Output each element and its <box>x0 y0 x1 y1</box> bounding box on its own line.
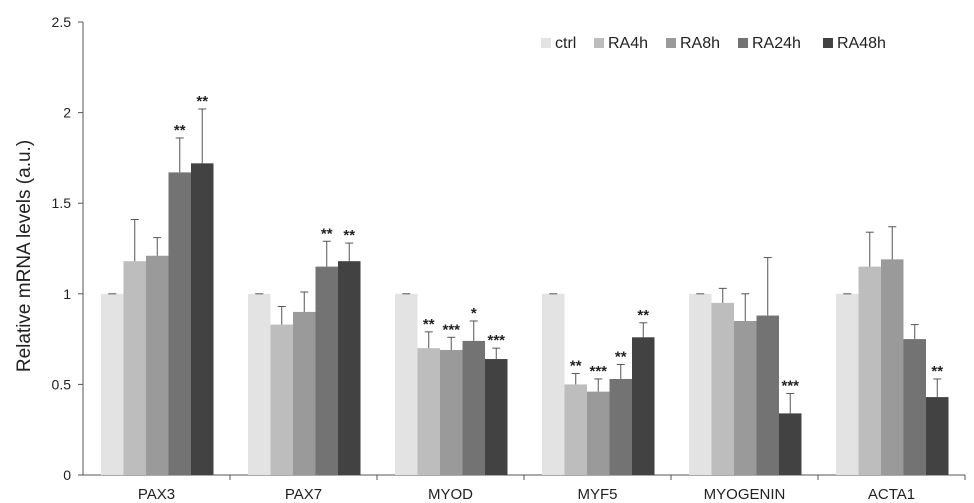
y-tick-label: 0 <box>63 467 71 483</box>
bar <box>836 293 859 475</box>
bar <box>756 315 779 475</box>
bar <box>734 320 757 475</box>
bar <box>542 293 565 475</box>
bar <box>338 261 361 475</box>
significance-label: *** <box>589 363 607 380</box>
y-tick-label: 1 <box>63 286 71 302</box>
bar <box>146 255 169 475</box>
legend-swatch <box>666 38 676 48</box>
y-tick-label: 1.5 <box>52 195 72 211</box>
bar <box>395 293 418 475</box>
bar <box>926 397 949 475</box>
bar <box>123 261 146 475</box>
significance-label: ** <box>174 122 186 139</box>
bar <box>711 302 734 475</box>
legend-swatch <box>541 38 551 48</box>
bar <box>858 266 881 475</box>
legend-label: RA48h <box>837 35 886 52</box>
bar <box>881 259 904 475</box>
bar <box>293 311 316 475</box>
legend-label: ctrl <box>555 35 576 52</box>
significance-label: * <box>471 305 477 322</box>
bar <box>270 324 293 475</box>
bar <box>689 293 712 475</box>
y-tick-label: 0.5 <box>52 376 72 392</box>
significance-label: ** <box>423 316 435 333</box>
category-label: PAX3 <box>138 486 175 503</box>
legend: ctrl RA4h RA8h RA24h RA48h <box>541 35 886 52</box>
category-label: MYOGENIN <box>704 486 786 503</box>
significance-label: ** <box>343 227 355 244</box>
y-tick-label: 2 <box>63 105 71 121</box>
bar <box>191 163 214 475</box>
bar <box>462 340 485 475</box>
legend-label: RA24h <box>752 35 801 52</box>
legend-swatch <box>594 38 604 48</box>
category-label: ACTA1 <box>868 486 915 503</box>
bar <box>248 293 271 475</box>
bar <box>632 337 655 475</box>
bar <box>101 293 124 475</box>
y-tick-label: 2.5 <box>52 14 72 30</box>
bar <box>903 339 926 475</box>
category-label: MYOD <box>428 486 473 503</box>
legend-label: RA8h <box>680 35 720 52</box>
bar <box>587 391 610 475</box>
significance-label: ** <box>615 348 627 365</box>
bar <box>440 349 463 475</box>
y-ticks: 0 0.5 1 1.5 2 2.5 <box>52 14 83 483</box>
category-labels: PAX3 PAX7 MYOD MYF5 MYOGENIN ACTA1 <box>138 486 915 503</box>
significance-label: ** <box>570 358 582 375</box>
bar <box>417 348 440 475</box>
significance-label: ** <box>931 363 943 380</box>
bar <box>168 172 191 475</box>
bar <box>485 359 508 475</box>
category-label: PAX7 <box>285 486 322 503</box>
bar <box>609 378 632 475</box>
legend-swatch <box>738 38 748 48</box>
significance-label: ** <box>637 307 649 324</box>
significance-label: *** <box>487 332 505 349</box>
bar <box>779 413 802 475</box>
y-axis-title: Relative mRNA levels (a.u.) <box>14 140 35 372</box>
significance-label: *** <box>781 377 799 394</box>
significance-label: ** <box>196 93 208 110</box>
bars: ****** **** ********* ************ <box>101 93 949 475</box>
bar <box>315 266 338 475</box>
significance-label: ** <box>321 225 333 242</box>
bar <box>564 384 587 475</box>
axes <box>82 22 966 480</box>
legend-label: RA4h <box>608 35 648 52</box>
legend-swatch <box>823 38 833 48</box>
significance-label: *** <box>442 321 460 338</box>
category-label: MYF5 <box>577 486 617 503</box>
